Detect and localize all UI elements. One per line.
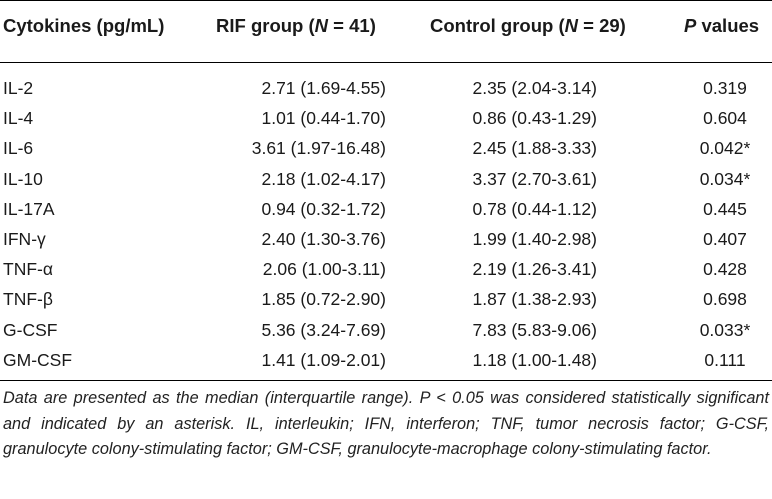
table-bottom-rule	[0, 380, 772, 381]
table-body: IL-2 2.71 (1.69-4.55) 2.35 (2.04-3.14) 0.31…	[0, 73, 772, 375]
header-control-n: N	[564, 15, 578, 36]
cell-control: 3.37 (2.70-3.61)	[472, 168, 597, 189]
table-row: IL-17A 0.94 (0.32-1.72) 0.78 (0.44-1.12) 0.…	[0, 194, 772, 224]
cell-p-value: 0.698	[703, 289, 747, 310]
cell-rif: 0.94 (0.32-1.72)	[261, 198, 386, 219]
cell-control: 2.19 (1.26-3.41)	[472, 259, 597, 280]
cell-p-value: 0.033*	[699, 319, 751, 340]
cell-rif: 1.41 (1.09-2.01)	[261, 349, 386, 370]
header-control-suffix: = 29)	[577, 15, 626, 36]
cell-cytokine: IFN-γ	[3, 228, 46, 249]
cell-p-value: 0.319	[703, 78, 747, 98]
table-row: IL-4 1.01 (0.44-1.70) 0.86 (0.43-1.29) 0.60…	[0, 103, 772, 133]
cell-control: 2.35 (2.04-3.14)	[472, 78, 597, 98]
cell-rif: 1.85 (0.72-2.90)	[261, 289, 386, 310]
header-rif-n: N	[314, 15, 329, 36]
header-control-prefix: Control group (	[430, 15, 565, 36]
cell-rif: 3.61 (1.97-16.48)	[251, 138, 386, 159]
cell-control: 7.83 (5.83-9.06)	[472, 319, 597, 340]
cell-p-value: 0.407	[703, 228, 747, 249]
cell-control: 0.86 (0.43-1.29)	[472, 108, 597, 129]
table-row: G-CSF 5.36 (3.24-7.69) 7.83 (5.83-9.06) 0.0…	[0, 315, 772, 345]
header-rif-suffix: = 41)	[328, 15, 376, 36]
cell-cytokine: G-CSF	[3, 319, 58, 340]
cell-p-value: 0.042*	[699, 138, 751, 159]
table-row: IFN-γ 2.40 (1.30-3.76) 1.99 (1.40-2.98) 0.4…	[0, 224, 772, 254]
cell-cytokine: TNF-β	[3, 289, 53, 310]
header-cytokines: Cytokines (pg/mL)	[3, 15, 165, 36]
cell-cytokine: IL-17A	[3, 198, 55, 219]
cell-rif: 2.40 (1.30-3.76)	[261, 228, 386, 249]
cell-p-value: 0.111	[704, 349, 746, 370]
cell-control: 0.78 (0.44-1.12)	[472, 198, 597, 219]
cell-control: 2.45 (1.88-3.33)	[472, 138, 597, 159]
header-p-italic: P	[684, 15, 697, 36]
cell-rif: 2.06 (1.00-3.11)	[262, 259, 386, 280]
header-p-values: P values	[684, 13, 759, 39]
table-row: IL-6 3.61 (1.97-16.48) 2.45 (1.88-3.33) 0.0…	[0, 133, 772, 163]
cell-rif: 2.18 (1.02-4.17)	[261, 168, 386, 189]
header-p-rest: values	[696, 15, 760, 36]
header-rif-prefix: RIF group (	[216, 15, 315, 36]
table-footnote: Data are presented as the median (interq…	[3, 389, 769, 458]
cell-cytokine: GM-CSF	[3, 349, 73, 370]
cell-rif: 5.36 (3.24-7.69)	[261, 319, 386, 340]
header-rule	[0, 62, 772, 63]
cell-cytokine: IL-4	[3, 108, 34, 129]
cell-p-value: 0.604	[703, 108, 747, 129]
table-row: IL-2 2.71 (1.69-4.55) 2.35 (2.04-3.14) 0.31…	[0, 73, 772, 103]
cell-cytokine: TNF-α	[3, 259, 53, 280]
cell-p-value: 0.445	[703, 198, 747, 219]
table-row: TNF-β 1.85 (0.72-2.90) 1.87 (1.38-2.93) 0.6…	[0, 284, 772, 314]
cell-control: 1.99 (1.40-2.98)	[472, 228, 597, 249]
table-top-rule	[0, 0, 772, 1]
cell-p-value: 0.034*	[699, 168, 751, 189]
table-row: IL-10 2.18 (1.02-4.17) 3.37 (2.70-3.61) 0.0…	[0, 164, 772, 194]
table-row: TNF-α 2.06 (1.00-3.11) 2.19 (1.26-3.41) 0.4…	[0, 254, 772, 284]
header-rif-group: RIF group (N = 41)	[216, 13, 376, 39]
cell-control: 1.18 (1.00-1.48)	[472, 349, 597, 370]
cell-control: 1.87 (1.38-2.93)	[472, 289, 597, 310]
header-control-group: Control group (N = 29)	[430, 13, 626, 39]
table-row: GM-CSF 1.41 (1.09-2.01) 1.18 (1.00-1.48) 0.…	[0, 345, 772, 375]
cell-cytokine: IL-10	[3, 168, 43, 189]
cell-cytokine: IL-6	[3, 138, 34, 159]
cell-p-value: 0.428	[703, 259, 747, 280]
cell-rif: 2.71 (1.69-4.55)	[261, 78, 386, 98]
cell-cytokine: IL-2	[3, 78, 34, 98]
cell-rif: 1.01 (0.44-1.70)	[261, 108, 386, 129]
